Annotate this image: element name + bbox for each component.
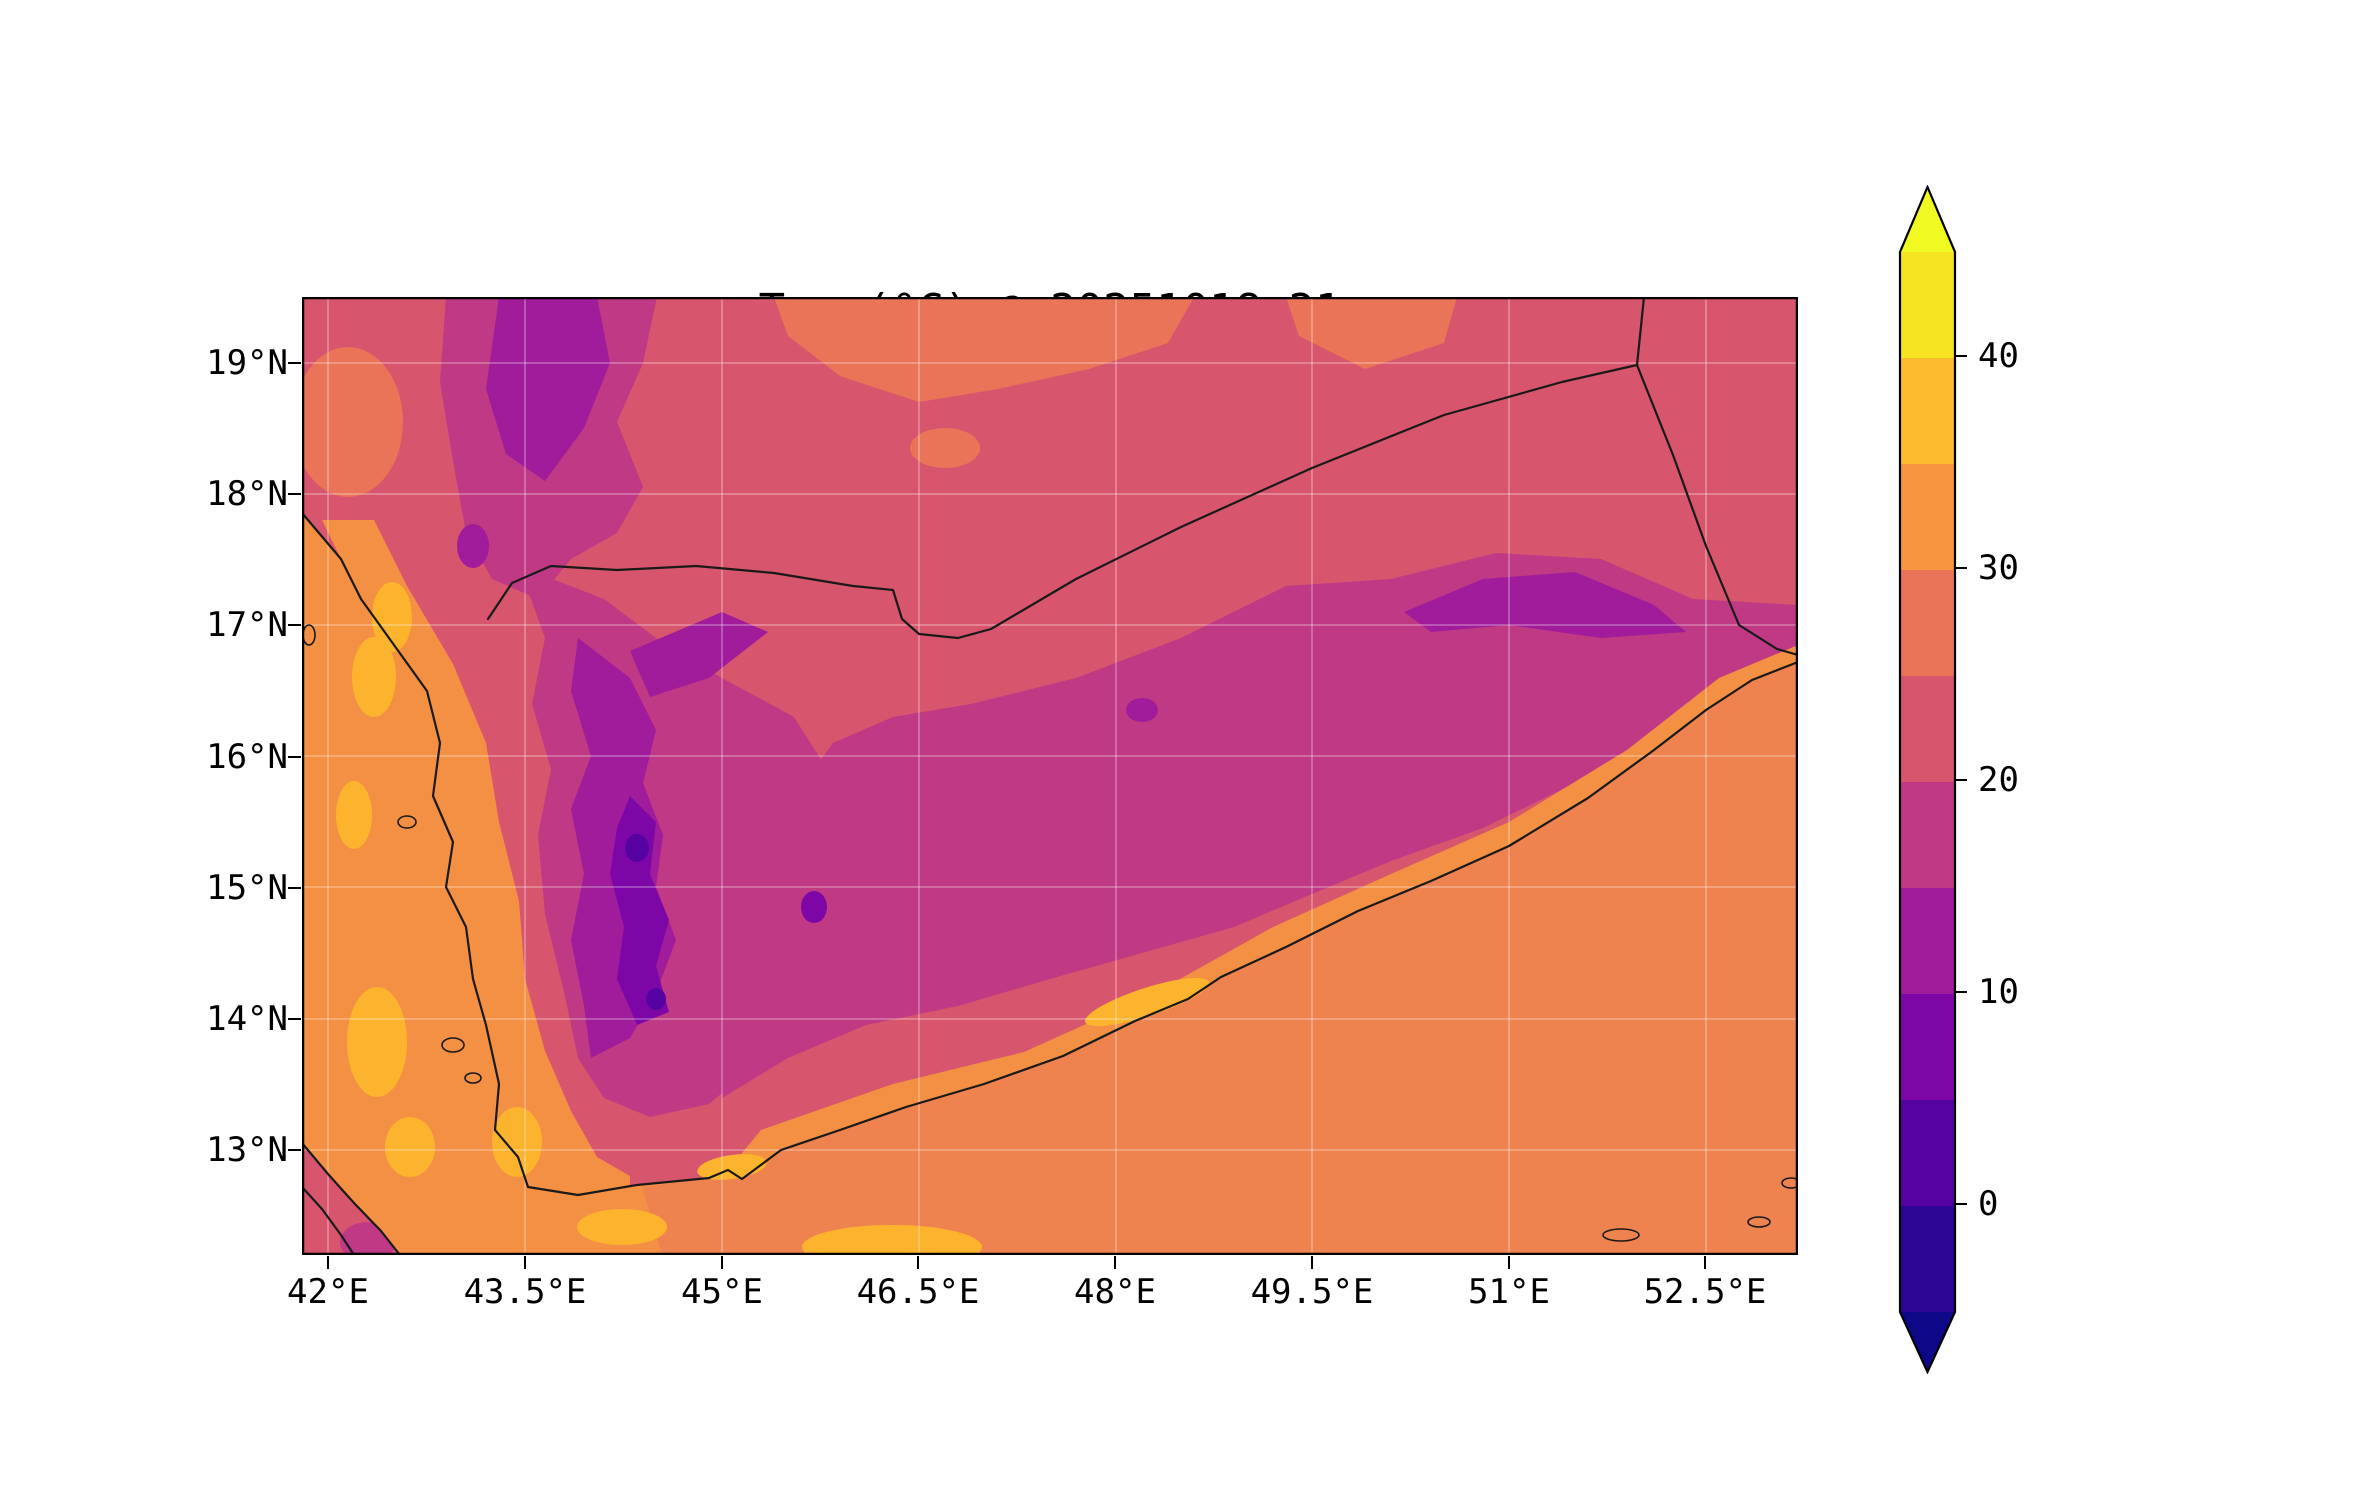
field-violet-core — [610, 796, 827, 1025]
colorbar-tick-mark — [1955, 991, 1967, 993]
colorbar-band — [1900, 358, 1955, 464]
x-tick-mark — [524, 1256, 526, 1269]
colorbar-band — [1900, 1206, 1955, 1312]
south-coast-strip-fill — [728, 645, 1798, 1179]
graticule — [302, 297, 1798, 1255]
african-coastline — [302, 1141, 402, 1255]
colorbar-tick-label: 20 — [1978, 760, 2019, 800]
colorbar-outline — [1898, 185, 1957, 1374]
y-tick-mark — [288, 887, 301, 889]
colorbar-tick-mark — [1955, 567, 1967, 569]
x-tick-label: 46.5°E — [856, 1272, 980, 1312]
arabian-coastline — [302, 511, 1798, 1197]
y-tick-label: 14°N — [206, 999, 288, 1039]
x-tick-label: 48°E — [1074, 1272, 1156, 1312]
colorbar-tick-mark — [1955, 1203, 1967, 1205]
island-zuqar — [441, 1037, 465, 1053]
y-tick-mark — [288, 756, 301, 758]
y-tick-label: 15°N — [206, 868, 288, 908]
island-hanish — [464, 1072, 482, 1084]
x-tick-label: 42°E — [287, 1272, 369, 1312]
colorbar-tick-mark — [1955, 355, 1967, 357]
plot-frame — [302, 297, 1798, 1255]
saudi-yemen-border — [486, 363, 1639, 640]
field-cold-spots — [625, 834, 666, 1010]
x-tick-label: 45°E — [681, 1272, 763, 1312]
colorbar-tick-mark — [1955, 779, 1967, 781]
colorbar-band — [1900, 464, 1955, 570]
field-salmon-patches — [302, 297, 1457, 497]
colorbar-band — [1900, 252, 1955, 358]
colorbar-band — [1900, 1100, 1955, 1206]
x-tick-mark — [1114, 1256, 1116, 1269]
saudi-oman-border-top — [1635, 297, 1646, 367]
colorbar-tick-label: 10 — [1978, 972, 2019, 1012]
coastlines-borders — [302, 297, 1798, 1255]
y-tick-label: 16°N — [206, 737, 288, 777]
colorbar-band — [1900, 782, 1955, 888]
island-gulf-west — [1602, 1228, 1640, 1242]
islands — [302, 624, 1798, 1242]
x-tick-mark — [917, 1256, 919, 1269]
map-plot — [302, 297, 1798, 1255]
y-tick-label: 19°N — [206, 343, 288, 383]
gulf-of-aden-fill — [642, 662, 1798, 1255]
x-tick-label: 51°E — [1468, 1272, 1550, 1312]
y-tick-label: 13°N — [206, 1130, 288, 1170]
y-tick-mark — [288, 362, 301, 364]
y-tick-mark — [288, 1018, 301, 1020]
island-kamaran — [397, 815, 417, 829]
field-hot-patches — [336, 582, 1209, 1255]
island-right-edge — [1781, 1177, 1798, 1189]
colorbar-over-triangle — [1900, 187, 1955, 252]
x-tick-label: 49.5°E — [1250, 1272, 1374, 1312]
x-tick-mark — [721, 1256, 723, 1269]
colorbar-band — [1900, 676, 1955, 782]
y-tick-mark — [288, 624, 301, 626]
x-tick-mark — [327, 1256, 329, 1269]
colorbar — [1898, 185, 1957, 1374]
yemen-oman-border — [1635, 363, 1798, 657]
colorbar-tick-label: 30 — [1978, 548, 2019, 588]
colorbar-tick-label: 0 — [1978, 1184, 1999, 1224]
island-gulf-east — [1747, 1216, 1771, 1228]
x-tick-mark — [1704, 1256, 1706, 1269]
y-tick-label: 18°N — [206, 474, 288, 514]
colorbar-band — [1900, 888, 1955, 994]
colorbar-band — [1900, 570, 1955, 676]
colorbar-tick-label: 40 — [1978, 336, 2019, 376]
x-tick-label: 43.5°E — [463, 1272, 587, 1312]
x-tick-mark — [1311, 1256, 1313, 1269]
african-border-line — [302, 1185, 356, 1255]
tihama-strip-fill — [322, 520, 630, 1195]
x-tick-mark — [1508, 1256, 1510, 1269]
y-tick-mark — [288, 1149, 301, 1151]
island-farasan — [302, 624, 316, 646]
x-tick-label: 52.5°E — [1643, 1272, 1767, 1312]
y-tick-mark — [288, 493, 301, 495]
colorbar-under-triangle — [1900, 1312, 1955, 1372]
y-tick-label: 17°N — [206, 605, 288, 645]
colorbar-band — [1900, 994, 1955, 1100]
